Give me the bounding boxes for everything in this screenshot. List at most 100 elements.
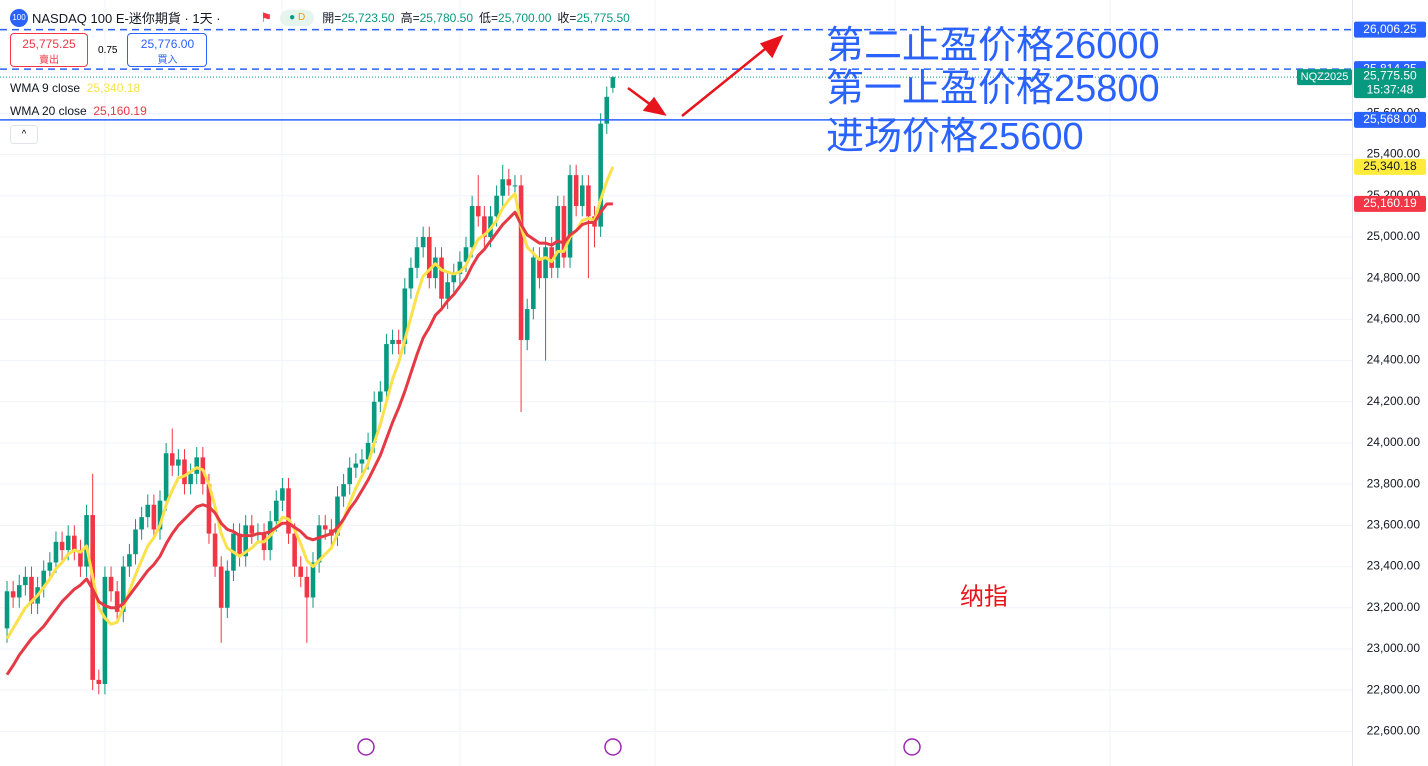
- ohlc-value: 25,723.50: [341, 11, 395, 25]
- y-tick-label: 25,400.00: [1367, 147, 1421, 161]
- y-tick-label: 24,000.00: [1367, 435, 1421, 449]
- candle-body: [543, 247, 548, 279]
- candle-body: [439, 257, 444, 299]
- candle-body: [10, 591, 16, 598]
- candle-body: [518, 185, 524, 340]
- candle-body: [475, 206, 481, 217]
- candle-body: [414, 247, 420, 268]
- price-label: 25,340.18: [1363, 159, 1417, 173]
- symbol: NQZ2025: [1301, 71, 1349, 83]
- legend-value: 25,160.19: [93, 104, 147, 118]
- candle-body: [169, 453, 175, 466]
- price-label-bg: [1354, 158, 1426, 175]
- candle-body: [402, 288, 408, 345]
- candle-body: [243, 525, 248, 557]
- candle-body: [108, 576, 114, 592]
- candle-body: [531, 257, 536, 310]
- candle-body: [567, 175, 573, 258]
- y-tick-label: 22,600.00: [1367, 724, 1421, 738]
- sell-label: 賣出: [39, 55, 59, 66]
- candle-body: [59, 541, 65, 551]
- candle-body: [237, 533, 242, 557]
- ohlc-value: 25,780.50: [419, 11, 474, 25]
- candle-body: [555, 206, 561, 268]
- candle-body: [457, 261, 463, 275]
- candle-body: [390, 339, 395, 345]
- annotation: 第一止盈价格25800: [826, 68, 1160, 110]
- ohlc-label: 高=: [400, 11, 420, 25]
- annotation: 第二止盈价格26000: [826, 25, 1160, 67]
- candle-body: [127, 554, 132, 567]
- sell-price: 25,775.25: [22, 37, 76, 51]
- collapse-button[interactable]: ^: [10, 125, 38, 144]
- sell-button[interactable]: 25,775.25 賣出: [10, 33, 88, 67]
- candle-body: [163, 453, 169, 501]
- candle-body: [188, 473, 193, 485]
- candle-body: [84, 515, 89, 567]
- legend-name: WMA 9 close: [10, 81, 81, 95]
- candle-body: [445, 282, 450, 299]
- buy-price: 25,776.00: [140, 37, 195, 51]
- ohlc-label: 開=: [322, 11, 342, 25]
- buy-button[interactable]: 25,776.00 買入: [127, 33, 208, 67]
- y-tick-label: 24,200.00: [1367, 394, 1421, 408]
- candle-body: [47, 562, 53, 571]
- candle-body: [378, 391, 383, 402]
- candle-body: [365, 442, 371, 460]
- candle-body: [72, 535, 77, 551]
- wma-line: [5, 166, 615, 640]
- wma-line: [5, 202, 613, 676]
- candle-body: [114, 591, 120, 612]
- candle-body: [524, 309, 530, 340]
- candle-body: [347, 467, 353, 485]
- legend-value: 25,340.18: [86, 81, 141, 95]
- candle-body: [451, 274, 457, 283]
- candle-body: [598, 123, 603, 227]
- spread: 0.75: [98, 44, 118, 56]
- candle-body: [120, 566, 126, 612]
- legend-name: WMA 20 close: [10, 104, 87, 118]
- candle-body: [500, 179, 506, 196]
- candle-body: [176, 459, 181, 466]
- candle-body: [53, 541, 59, 563]
- candle-body: [494, 195, 499, 217]
- candle-body: [579, 185, 585, 207]
- candle-body: [292, 533, 297, 567]
- candle-body: [218, 566, 224, 608]
- header: 100 NASDAQ 100 E-迷你期貨 · 1天 · ⚑ ● D 開=25,…: [10, 8, 636, 27]
- ohlc-value: 25,700.00: [498, 11, 552, 25]
- ohlc-value: 25,775.50: [576, 11, 630, 25]
- y-tick-label: 24,400.00: [1367, 353, 1421, 367]
- candle-body: [420, 236, 426, 248]
- badge: 100: [10, 8, 28, 27]
- candle-body: [573, 175, 579, 207]
- note: 纳指: [960, 583, 1008, 610]
- candle-body: [280, 488, 285, 501]
- ohlc: 開=25,723.50 高=25,780.50 低=25,700.00 收=25,77…: [322, 9, 636, 26]
- price-label-bg: [1354, 195, 1426, 212]
- candle-body: [561, 206, 567, 258]
- trade-panel: 25,775.25 賣出 0.75 25,776.00 買入: [10, 33, 208, 67]
- price-label-bg: [1354, 111, 1426, 128]
- candle-body: [90, 515, 95, 680]
- candle-body: [426, 236, 432, 279]
- ohlc-label: 低=: [479, 11, 499, 25]
- price-label: 26,006.25: [1363, 22, 1417, 36]
- candle-body: [151, 504, 157, 530]
- candle-body: [4, 591, 10, 629]
- ohlc-label: 收=: [557, 11, 577, 25]
- candle-body: [145, 504, 151, 518]
- candle-body: [353, 463, 359, 468]
- candle-body: [359, 459, 365, 464]
- candle-body: [133, 529, 138, 555]
- y-tick-label: 24,800.00: [1367, 270, 1421, 284]
- status: ● D: [280, 9, 315, 26]
- candle-body: [29, 576, 34, 604]
- candle-body: [157, 500, 163, 530]
- candle-body: [384, 344, 389, 392]
- candle-body: [225, 570, 230, 608]
- candle-body: [512, 185, 518, 187]
- candle-body: [433, 257, 438, 279]
- candle-body: [286, 488, 291, 534]
- y-tick-label: 23,800.00: [1367, 476, 1421, 490]
